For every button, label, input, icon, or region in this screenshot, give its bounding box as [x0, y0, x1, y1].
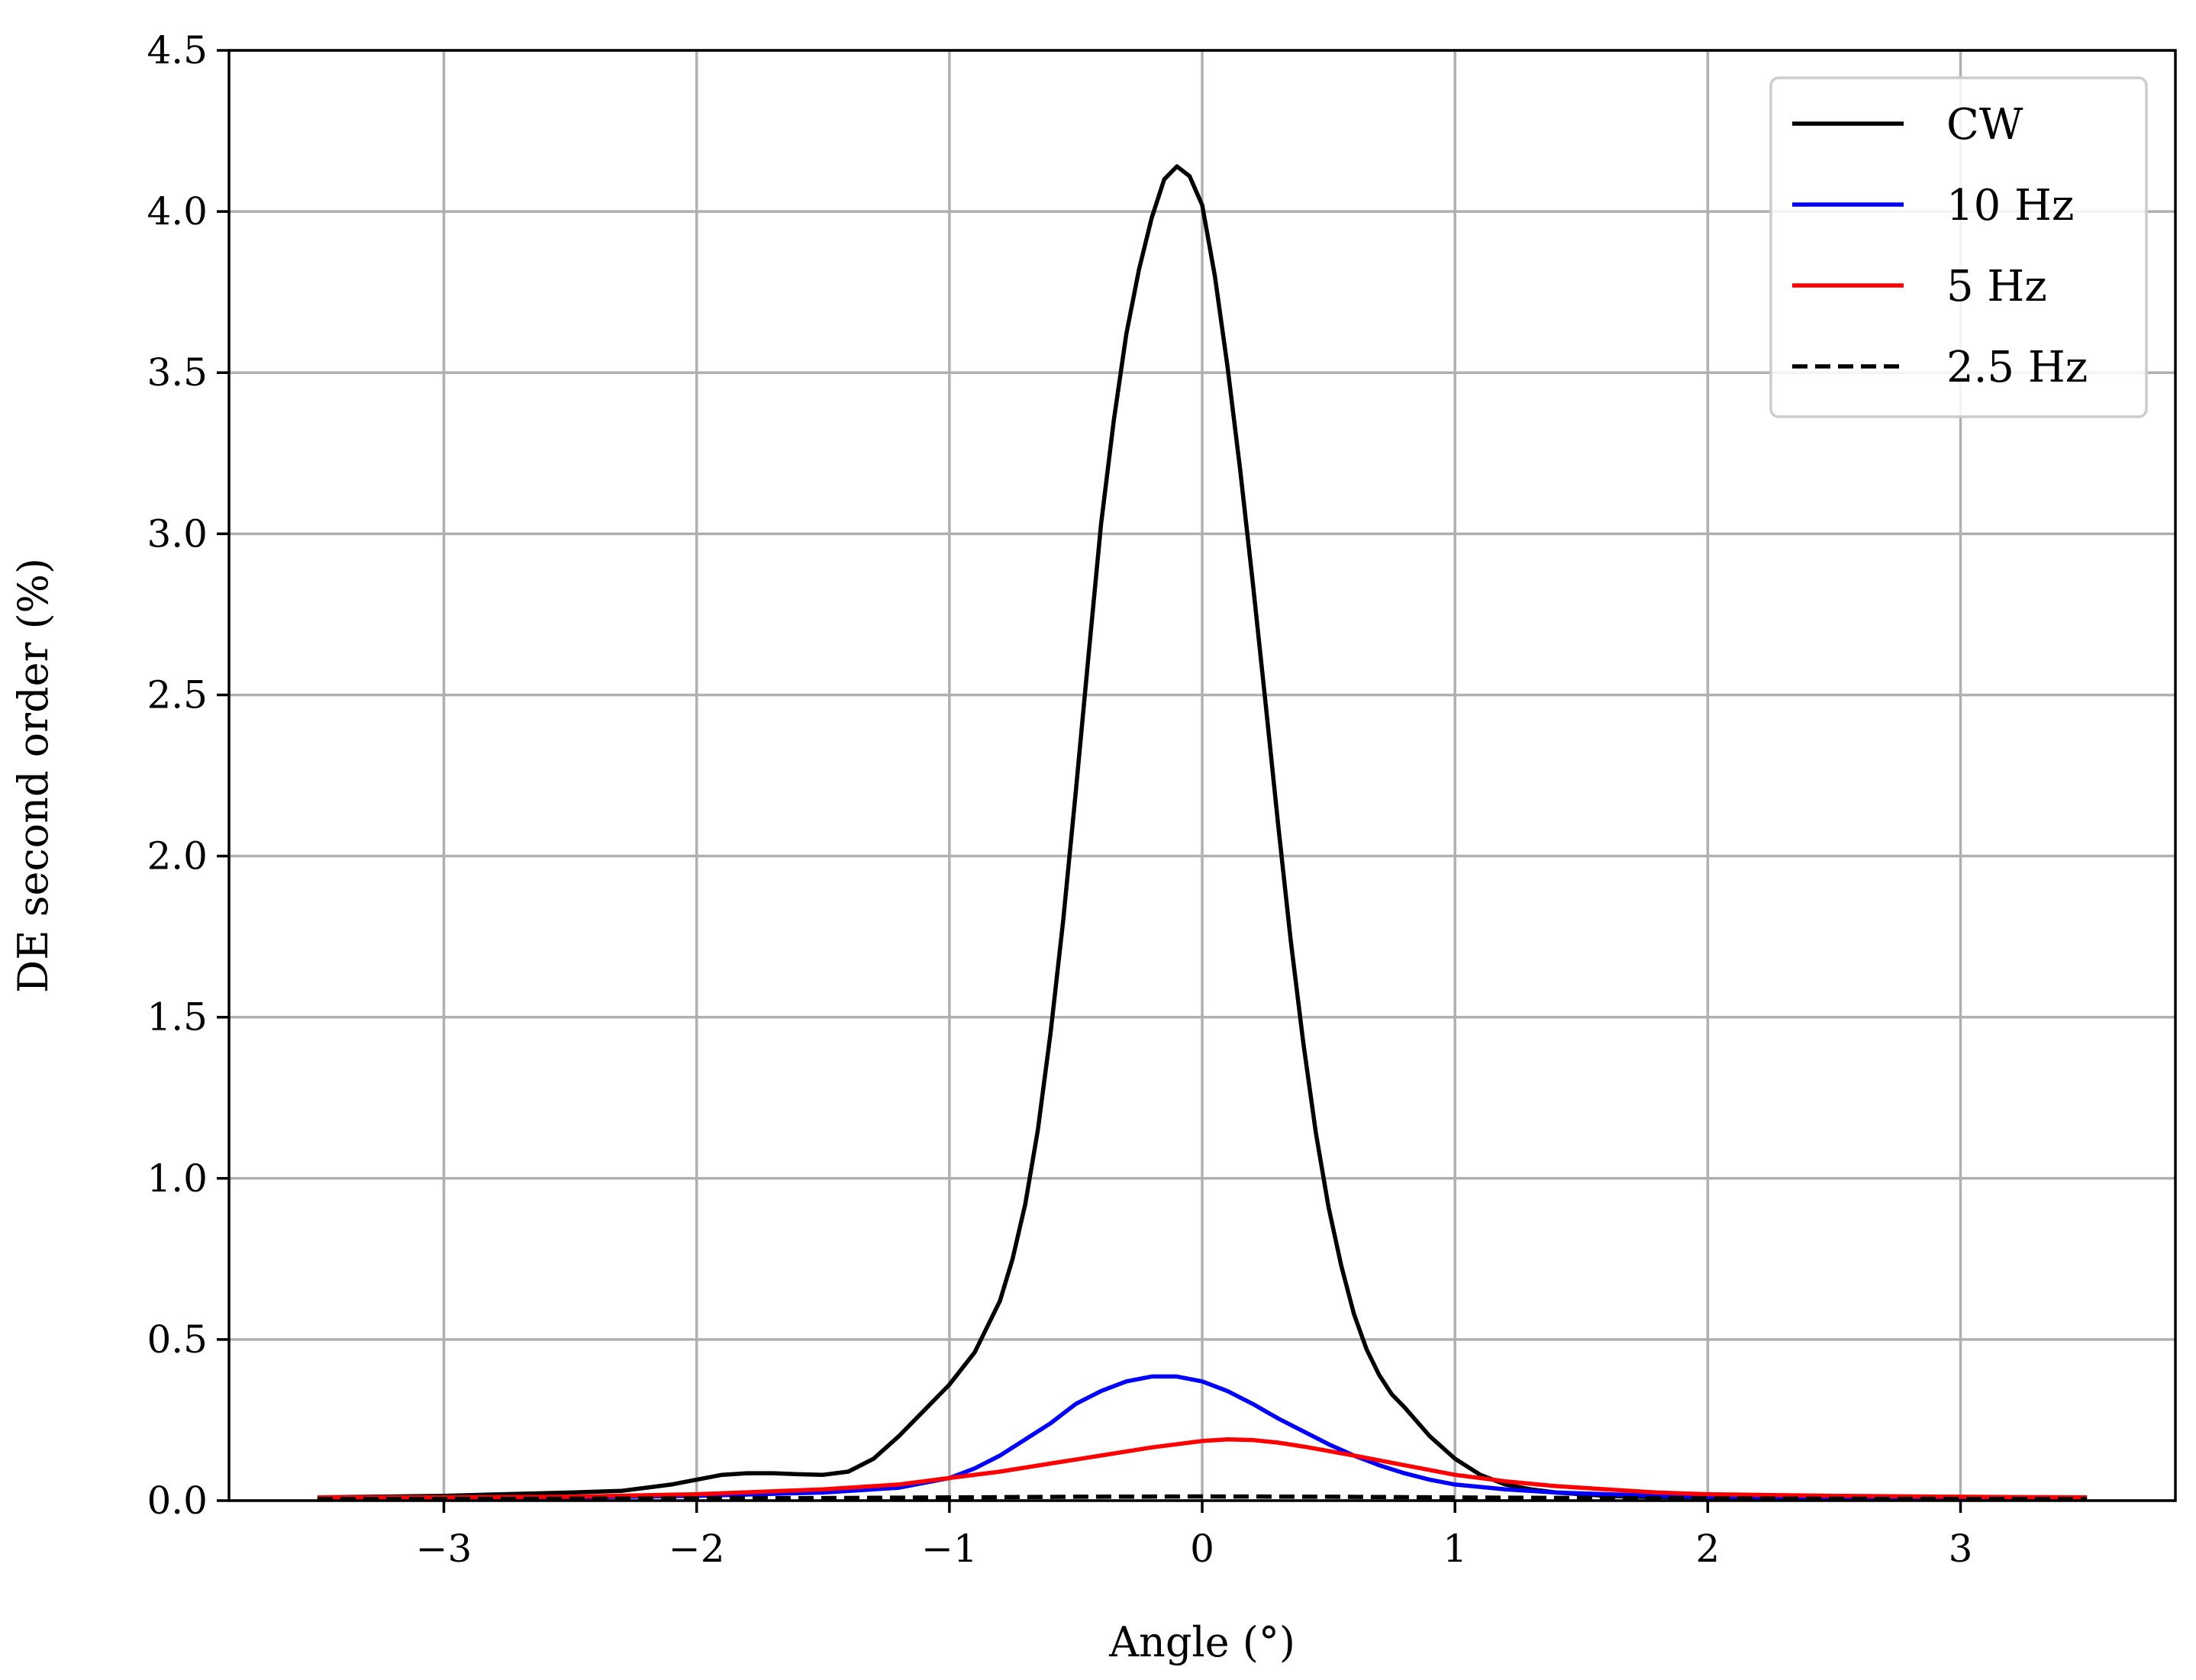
y-tick-label: 3.5: [147, 350, 208, 395]
x-tick-label: 1: [1443, 1527, 1467, 1571]
y-tick-label: 2.0: [147, 834, 208, 879]
x-tick-label: 3: [1949, 1527, 1973, 1571]
y-tick-label: 1.0: [147, 1156, 208, 1201]
y-tick-label: 0.5: [147, 1317, 208, 1362]
x-tick-label: 2: [1695, 1527, 1720, 1571]
legend-label: 2.5 Hz: [1946, 343, 2088, 392]
y-tick-label: 1.5: [147, 995, 208, 1040]
x-tick-label: −1: [921, 1527, 978, 1571]
legend-label: 5 Hz: [1946, 262, 2047, 311]
series-line-5-hz: [317, 1437, 2088, 1500]
series-lines: [317, 164, 2088, 1501]
x-axis-label: Angle (°): [1108, 1618, 1295, 1666]
y-tick-label: 4.5: [147, 28, 208, 73]
y-axis-label: DE second order (%): [9, 558, 57, 993]
legend-box: [1769, 76, 2148, 418]
axis-ticks: −3 −2 −1 0 1 2 3 0.0 0.5 1.0 1.5 2.0 2.5 3.0 3.5 4.0 4.5: [147, 28, 1972, 1571]
y-tick-label: 2.5: [147, 672, 208, 717]
legend: CW 10 Hz 5 Hz 2.5 Hz: [1769, 76, 2148, 418]
legend-label: 10 Hz: [1946, 181, 2074, 231]
x-tick-label: −3: [416, 1527, 472, 1571]
y-tick-label: 0.0: [147, 1478, 208, 1523]
y-tick-label: 3.0: [147, 511, 208, 556]
x-tick-label: 0: [1190, 1527, 1214, 1571]
legend-label: CW: [1946, 100, 2023, 150]
series-line-cw: [317, 164, 2088, 1500]
x-tick-label: −2: [669, 1527, 725, 1571]
series-line-2-5-hz: [317, 1494, 2088, 1501]
y-tick-label: 4.0: [147, 189, 208, 234]
